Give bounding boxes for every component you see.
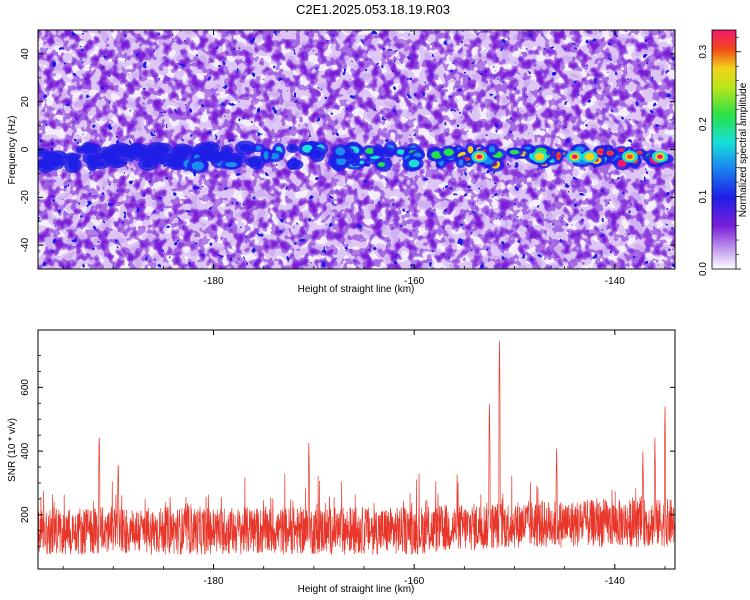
ridge-blob <box>142 148 154 158</box>
ridge-blob <box>396 149 405 155</box>
ridge-blob <box>376 147 382 154</box>
ridge-blob-core <box>619 161 625 166</box>
colorbar-ticks: 0.0 0.1 0.2 0.3 <box>698 36 741 276</box>
ridge-blob <box>142 160 154 168</box>
snr-xtick-label: -180 <box>204 576 224 587</box>
ridge-blob <box>443 148 454 156</box>
ridge-blob-core <box>637 151 641 154</box>
snr-xtick-label: -140 <box>605 576 625 587</box>
ridge-blob <box>290 162 300 168</box>
spectrogram-ridge <box>38 140 674 174</box>
ridge-blob <box>176 146 188 155</box>
snr-frame <box>37 329 676 570</box>
ridge-blob-core <box>619 149 624 152</box>
ridge-blob <box>239 143 252 152</box>
snr-ytick-label: 200 <box>20 506 31 523</box>
snr-panel <box>38 330 675 569</box>
figure-title: C2E1.2025.053.18.19.R03 <box>296 2 450 17</box>
snr-series-line <box>38 340 675 556</box>
ridge-blob <box>458 159 464 166</box>
ridge-blob <box>169 159 175 163</box>
ridge-blob <box>225 161 238 168</box>
ridge-blob <box>128 151 133 160</box>
ridge-hotspot-core <box>536 154 543 159</box>
ridge-blob <box>67 154 78 159</box>
spectrogram-xtick-label: -160 <box>404 276 424 287</box>
ridge-blob <box>263 150 269 160</box>
ridge-blob <box>509 149 520 155</box>
spectrogram-ytick-label: -20 <box>20 190 31 205</box>
ridge-blob <box>335 147 346 156</box>
ridge-blob <box>289 145 296 151</box>
colorbar-tick-label: 0.3 <box>698 44 709 58</box>
ridge-blob <box>86 145 98 152</box>
ridge-blob <box>313 149 322 159</box>
ridge-blob <box>575 146 585 153</box>
ridge-blob-core <box>608 151 612 155</box>
snr-xtick-label: -160 <box>404 576 424 587</box>
ridge-hotspot-core <box>627 154 633 159</box>
snr-ytick-label: 600 <box>20 379 31 396</box>
ridge-blob <box>352 155 358 164</box>
spectrogram-xlabel: Height of straight line (km) <box>298 284 415 295</box>
ridge-blob <box>223 147 230 154</box>
ridge-blob <box>207 144 215 154</box>
spectrogram-xtick-label: -180 <box>204 276 224 287</box>
snr-axes: -180 -160 -140 200 400 600 <box>20 330 675 587</box>
colorbar <box>711 29 737 270</box>
spectrogram-ytick-label: 20 <box>20 96 31 108</box>
ridge-blob-core <box>557 153 560 159</box>
ridge-blob <box>108 153 116 162</box>
ridge-blob <box>467 145 474 154</box>
ridge-blob <box>38 150 46 155</box>
spectrogram-ytick-label: 40 <box>20 48 31 60</box>
spectrogram-axes: -180 -160 -140 -40 -20 0 20 40 <box>20 29 675 287</box>
colorbar-label: Normalized spectral amplitude <box>738 82 749 217</box>
ridge-blob <box>86 153 98 163</box>
spectrogram-panel <box>38 30 675 269</box>
ridge-hotspot-core <box>586 154 593 159</box>
snr-ylabel: SNR (10 * v/v) <box>7 418 18 482</box>
snr-ytick-label: 400 <box>20 442 31 459</box>
spectrogram-xtick-label: -140 <box>605 276 625 287</box>
ridge-blob <box>156 145 169 155</box>
ridge-blob <box>408 159 420 168</box>
colorbar-tick-label: 0.0 <box>698 262 709 276</box>
ridge-blob <box>488 146 496 153</box>
ridge-blob <box>358 160 365 165</box>
ridge-blob <box>377 162 386 167</box>
colorbar-tick-label: 0.2 <box>698 117 709 131</box>
spectrogram-ytick-label: 0 <box>20 146 31 152</box>
ridge-blob <box>191 161 205 171</box>
ridge-hotspot-core <box>571 154 578 159</box>
spectrogram-ytick-label: -40 <box>20 237 31 252</box>
ridge-blob-core <box>598 150 604 154</box>
ridge-blob <box>206 154 219 160</box>
ridge-blob <box>45 155 56 162</box>
snr-xlabel: Height of straight line (km) <box>298 584 415 595</box>
ridge-blob <box>252 159 262 167</box>
ridge-hotspot-core <box>657 154 663 159</box>
ridge-blob <box>365 147 375 155</box>
ridge-hotspot-core <box>476 154 483 159</box>
colorbar-tick-label: 0.1 <box>698 189 709 203</box>
spectrogram-ylabel: Frequency (Hz) <box>7 116 18 185</box>
